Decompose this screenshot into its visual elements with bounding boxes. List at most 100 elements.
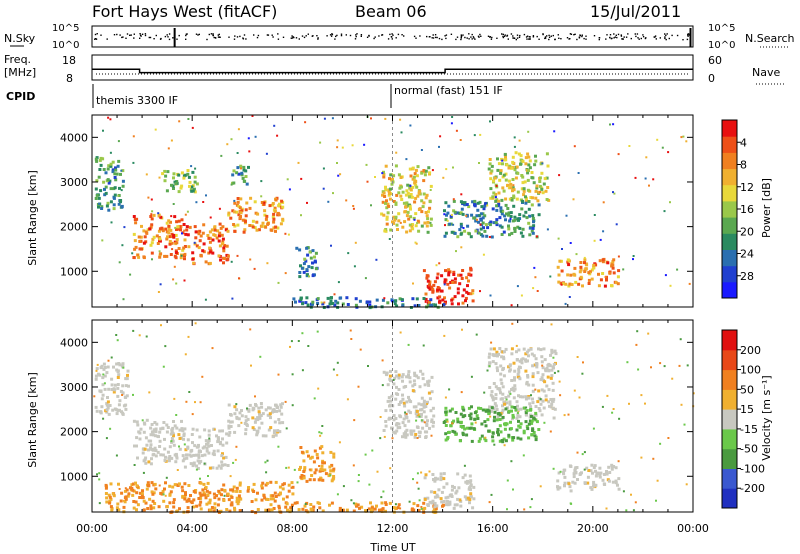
echo-cell bbox=[441, 298, 445, 302]
echo-cell bbox=[401, 435, 404, 439]
echo-cell bbox=[525, 216, 529, 220]
echo-cell bbox=[227, 419, 231, 423]
echo-cell bbox=[538, 180, 542, 183]
scatter-cell bbox=[592, 427, 595, 430]
echo-cell bbox=[264, 508, 268, 512]
echo-cell bbox=[466, 284, 469, 288]
echo-cell bbox=[545, 367, 549, 370]
scatter-cell bbox=[221, 239, 224, 242]
echo-cell bbox=[259, 414, 263, 417]
echo-cell bbox=[153, 446, 157, 450]
noise-point bbox=[431, 37, 433, 39]
echo-cell bbox=[218, 491, 222, 495]
echo-cell bbox=[422, 297, 426, 300]
scatter-cell bbox=[339, 173, 342, 176]
echo-cell bbox=[300, 474, 304, 477]
echo-cell bbox=[235, 171, 239, 175]
scatter-cell bbox=[265, 152, 268, 155]
echo-cell bbox=[147, 448, 150, 452]
scatter-cell bbox=[122, 366, 125, 369]
velocity-heatmap-cells bbox=[93, 320, 695, 515]
echo-cell bbox=[189, 454, 193, 458]
echo-cell bbox=[508, 197, 512, 201]
echo-cell bbox=[448, 493, 452, 497]
echo-cell bbox=[204, 496, 208, 500]
noise-point bbox=[468, 38, 470, 40]
echo-cell bbox=[94, 157, 98, 161]
echo-cell bbox=[121, 362, 125, 366]
echo-cell bbox=[423, 173, 427, 177]
echo-cell bbox=[417, 208, 421, 211]
scatter-cell bbox=[336, 162, 338, 164]
scatter-cell bbox=[529, 506, 532, 509]
echo-cell bbox=[96, 372, 100, 376]
noise-point bbox=[460, 37, 462, 39]
echo-cell bbox=[541, 399, 545, 403]
echo-cell bbox=[182, 223, 186, 226]
scatter-cell bbox=[132, 161, 135, 164]
noise-point bbox=[116, 33, 118, 36]
echo-cell bbox=[202, 242, 206, 246]
echo-cell bbox=[159, 453, 163, 457]
echo-cell bbox=[425, 424, 429, 427]
echo-cell bbox=[501, 350, 505, 354]
echo-cell bbox=[192, 187, 196, 191]
echo-cell bbox=[119, 499, 123, 503]
echo-cell bbox=[134, 221, 138, 225]
scatter-cell bbox=[452, 223, 455, 226]
echo-cell bbox=[543, 380, 547, 384]
echo-cell bbox=[213, 228, 217, 232]
noise-point bbox=[528, 36, 531, 38]
echo-cell bbox=[404, 205, 408, 209]
echo-cell bbox=[290, 503, 294, 507]
echo-cell bbox=[446, 495, 450, 499]
noise-point bbox=[307, 33, 309, 35]
echo-cell bbox=[453, 430, 457, 434]
echo-cell bbox=[550, 402, 554, 406]
echo-cell bbox=[402, 432, 406, 436]
echo-cell bbox=[127, 384, 130, 388]
echo-cell bbox=[107, 412, 111, 416]
scatter-cell bbox=[150, 198, 153, 201]
echo-cell bbox=[175, 456, 179, 460]
echo-cell bbox=[432, 303, 435, 307]
scatter-cell bbox=[405, 158, 408, 161]
noise-point bbox=[548, 38, 550, 41]
scatter-cell bbox=[230, 138, 233, 141]
echo-cell bbox=[150, 423, 154, 426]
scatter-cell bbox=[416, 437, 419, 439]
echo-cell bbox=[284, 505, 288, 509]
echo-cell bbox=[221, 429, 224, 433]
echo-cell bbox=[527, 383, 531, 387]
noise-point bbox=[303, 36, 306, 39]
echo-cell bbox=[495, 198, 499, 202]
scatter-cell bbox=[277, 445, 280, 448]
scatter-cell bbox=[450, 122, 453, 125]
echo-cell bbox=[524, 411, 528, 415]
echo-cell bbox=[228, 431, 232, 434]
echo-cell bbox=[328, 472, 332, 476]
scatter-cell bbox=[330, 244, 332, 247]
echo-cell bbox=[273, 209, 277, 213]
echo-cell bbox=[108, 501, 112, 505]
noise-point bbox=[245, 38, 247, 40]
echo-cell bbox=[270, 508, 274, 512]
echo-cell bbox=[197, 443, 200, 447]
echo-cell bbox=[110, 388, 114, 391]
echo-cell bbox=[221, 225, 225, 229]
echo-cell bbox=[385, 206, 389, 210]
echo-cell bbox=[193, 190, 197, 194]
scatter-cell bbox=[129, 273, 132, 276]
echo-cell bbox=[238, 206, 242, 210]
echo-cell bbox=[616, 275, 620, 279]
echo-cell bbox=[271, 215, 275, 219]
echo-cell bbox=[598, 466, 602, 470]
echo-cell bbox=[478, 200, 482, 204]
echo-cell bbox=[216, 449, 220, 453]
echo-cell bbox=[183, 252, 187, 256]
echo-cell bbox=[535, 420, 539, 424]
scatter-cell bbox=[671, 377, 674, 380]
echo-cell bbox=[591, 471, 594, 475]
echo-cell bbox=[478, 437, 482, 441]
noise-point bbox=[340, 33, 343, 35]
